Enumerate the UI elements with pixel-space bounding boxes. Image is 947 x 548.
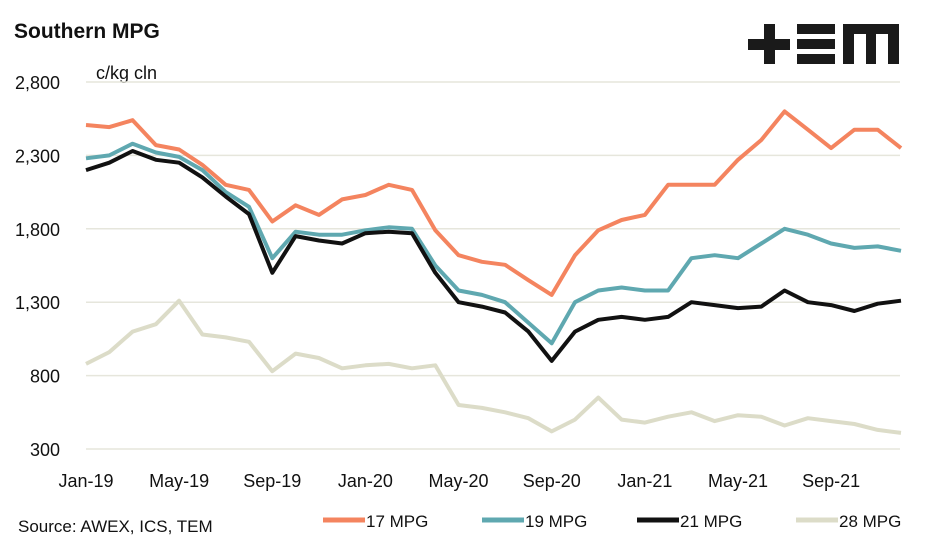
x-tick-label: Jan-20 bbox=[338, 471, 393, 491]
series-line-21-mpg bbox=[85, 149, 902, 363]
x-tick-label: May-20 bbox=[429, 471, 489, 491]
x-tick-label: Sep-21 bbox=[802, 471, 860, 491]
tem-logo bbox=[748, 24, 899, 64]
y-axis-label: c/kg cln bbox=[96, 63, 157, 83]
series-line-28-mpg bbox=[85, 298, 902, 435]
x-tick-label: Sep-20 bbox=[523, 471, 581, 491]
y-tick-label: 1,800 bbox=[15, 220, 60, 240]
series-line-19-mpg bbox=[85, 141, 902, 346]
legend-label: 28 MPG bbox=[839, 512, 901, 531]
legend-label: 17 MPG bbox=[366, 512, 428, 531]
x-tick-label: Sep-19 bbox=[243, 471, 301, 491]
y-tick-label: 2,800 bbox=[15, 73, 60, 93]
legend-label: 19 MPG bbox=[525, 512, 587, 531]
x-tick-label: May-21 bbox=[708, 471, 768, 491]
series-line-17-mpg bbox=[85, 109, 903, 297]
x-tick-label: Jan-19 bbox=[58, 471, 113, 491]
legend-label: 21 MPG bbox=[680, 512, 742, 531]
x-tick-label: Jan-21 bbox=[617, 471, 672, 491]
source-note: Source: AWEX, ICS, TEM bbox=[18, 517, 213, 536]
y-tick-label: 300 bbox=[30, 440, 60, 460]
chart-title: Southern MPG bbox=[14, 20, 160, 43]
y-tick-label: 2,300 bbox=[15, 146, 60, 166]
y-tick-label: 1,300 bbox=[15, 293, 60, 313]
x-tick-label: May-19 bbox=[149, 471, 209, 491]
y-tick-label: 800 bbox=[30, 367, 60, 387]
